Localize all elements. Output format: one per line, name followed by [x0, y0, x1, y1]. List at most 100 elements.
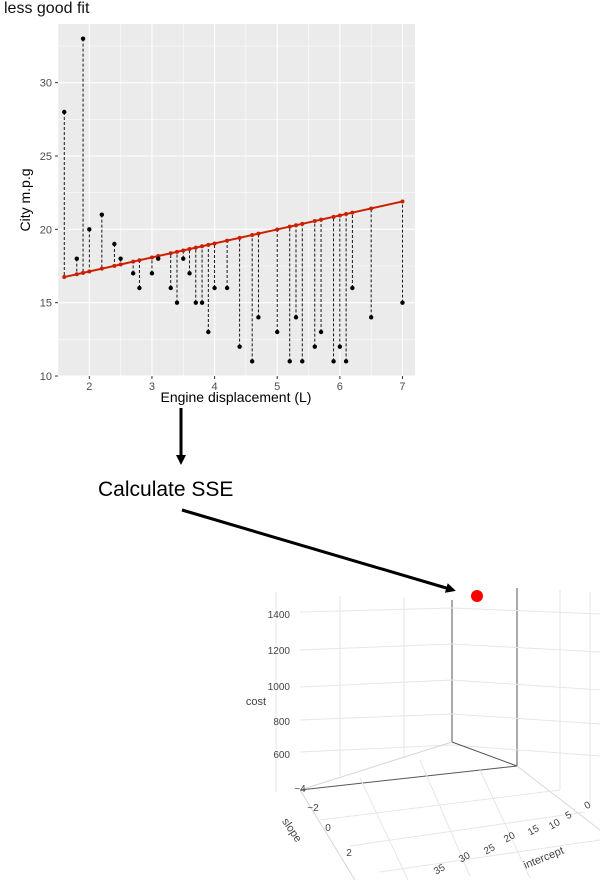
fitted-point: [181, 248, 186, 253]
data-point: [130, 271, 136, 276]
fitted-point: [225, 238, 230, 243]
data-point: [149, 271, 155, 276]
cost-tick: 1400: [268, 610, 291, 621]
fitted-point: [256, 231, 261, 236]
data-point: [193, 300, 198, 305]
intercept-tick: 25: [482, 842, 498, 857]
residual-lines: [63, 38, 403, 362]
data-point: [275, 329, 280, 335]
fitted-point: [168, 251, 173, 256]
data-point: [168, 285, 173, 291]
data-point: [156, 256, 161, 261]
fitted-point: [212, 241, 217, 246]
fitted-point: [99, 266, 104, 271]
x-tick-label: 4: [212, 381, 218, 393]
intercept-tick: 30: [457, 850, 473, 865]
grid-3d: [275, 588, 601, 881]
cost-tick: 1000: [268, 682, 291, 693]
data-point: [350, 285, 355, 291]
slope-tick: 0: [325, 823, 331, 834]
slope-tick: 2: [346, 848, 352, 859]
data-points: [62, 36, 405, 364]
data-point: [118, 256, 123, 261]
fitted-point: [81, 270, 86, 275]
y-tick-label: 10: [40, 371, 52, 383]
fitted-point: [337, 213, 342, 218]
data-point: [99, 212, 105, 217]
data-point: [256, 315, 261, 320]
page-title: less good fit: [4, 0, 90, 17]
y-tick-label: 25: [40, 151, 52, 163]
data-point: [300, 359, 305, 364]
fitted-point: [87, 269, 92, 274]
cost-axis-label: cost: [246, 696, 266, 708]
data-point: [87, 227, 92, 232]
x-tick-label: 2: [86, 381, 92, 393]
fitted-point: [312, 219, 317, 224]
data-point: [62, 109, 67, 115]
fit-scatter-chart: 2 3 4 5 6 7 10 15 20 25 30 Engine displacement (L)…: [17, 24, 415, 405]
data-point: [80, 36, 86, 41]
fitted-point: [275, 227, 280, 232]
cost-3d-plot: cost 1400 1200 1000 800 600 slope −4 −2 …: [246, 588, 601, 881]
fitted-point: [294, 223, 298, 228]
data-point: [206, 329, 211, 335]
y-tick-label: 20: [40, 224, 52, 236]
plot-panel: [58, 24, 415, 376]
data-point: [112, 241, 117, 247]
fitted-point: [350, 210, 355, 215]
fitted-point: [319, 217, 324, 222]
slope-tick: −4: [294, 784, 306, 795]
data-point: [337, 344, 343, 349]
fitted-point: [187, 247, 192, 252]
data-point: [212, 285, 217, 291]
fitted-point: [237, 235, 242, 240]
calculate-sse-label: Calculate SSE: [98, 478, 234, 501]
intercept-tick: 20: [502, 830, 518, 845]
y-tick-label: 15: [40, 298, 52, 310]
fitted-point: [118, 262, 123, 267]
slope-tick: −2: [307, 803, 319, 814]
data-point: [287, 359, 292, 364]
data-point: [74, 256, 79, 261]
intercept-tick: 0: [583, 799, 594, 812]
data-point: [312, 344, 317, 349]
data-point: [249, 359, 255, 364]
data-point: [368, 315, 374, 320]
cost-tick: 1200: [268, 646, 291, 657]
fitted-point: [400, 199, 405, 204]
fitted-point: [300, 221, 305, 226]
fitted-point: [131, 259, 136, 264]
fitted-point: [193, 245, 198, 250]
current-cost-marker: [471, 590, 483, 602]
intercept-tick: 15: [526, 823, 542, 838]
fitted-point: [206, 242, 211, 247]
fitted-point: [112, 263, 117, 268]
axis-ticks: 2 3 4 5 6 7 10 15 20 25 30: [40, 78, 406, 393]
fitted-point: [62, 275, 67, 280]
fitted-point: [200, 244, 205, 249]
diagonal-arrow: [181, 508, 456, 593]
fitted-point: [74, 272, 79, 277]
y-axis-label: City m.p.g: [17, 168, 33, 231]
intercept-tick: 35: [432, 862, 448, 877]
data-point: [331, 359, 336, 364]
cost-tick: 800: [273, 717, 290, 728]
fit-line-group: [62, 199, 405, 280]
x-tick-label: 6: [337, 381, 343, 393]
fitted-point: [149, 255, 154, 260]
data-point: [237, 344, 242, 349]
intercept-axis-label: intercept: [522, 845, 566, 872]
data-point: [174, 300, 180, 305]
plot-grid: [57, 24, 415, 377]
data-point: [199, 300, 205, 305]
fitted-point: [331, 214, 336, 219]
intercept-tick: 5: [564, 809, 575, 822]
data-point: [343, 359, 349, 364]
x-tick-label: 7: [399, 381, 405, 393]
data-point: [187, 271, 192, 276]
fitted-point: [369, 206, 374, 211]
fitted-point: [250, 233, 255, 238]
slope-axis-label: slope: [279, 816, 304, 845]
